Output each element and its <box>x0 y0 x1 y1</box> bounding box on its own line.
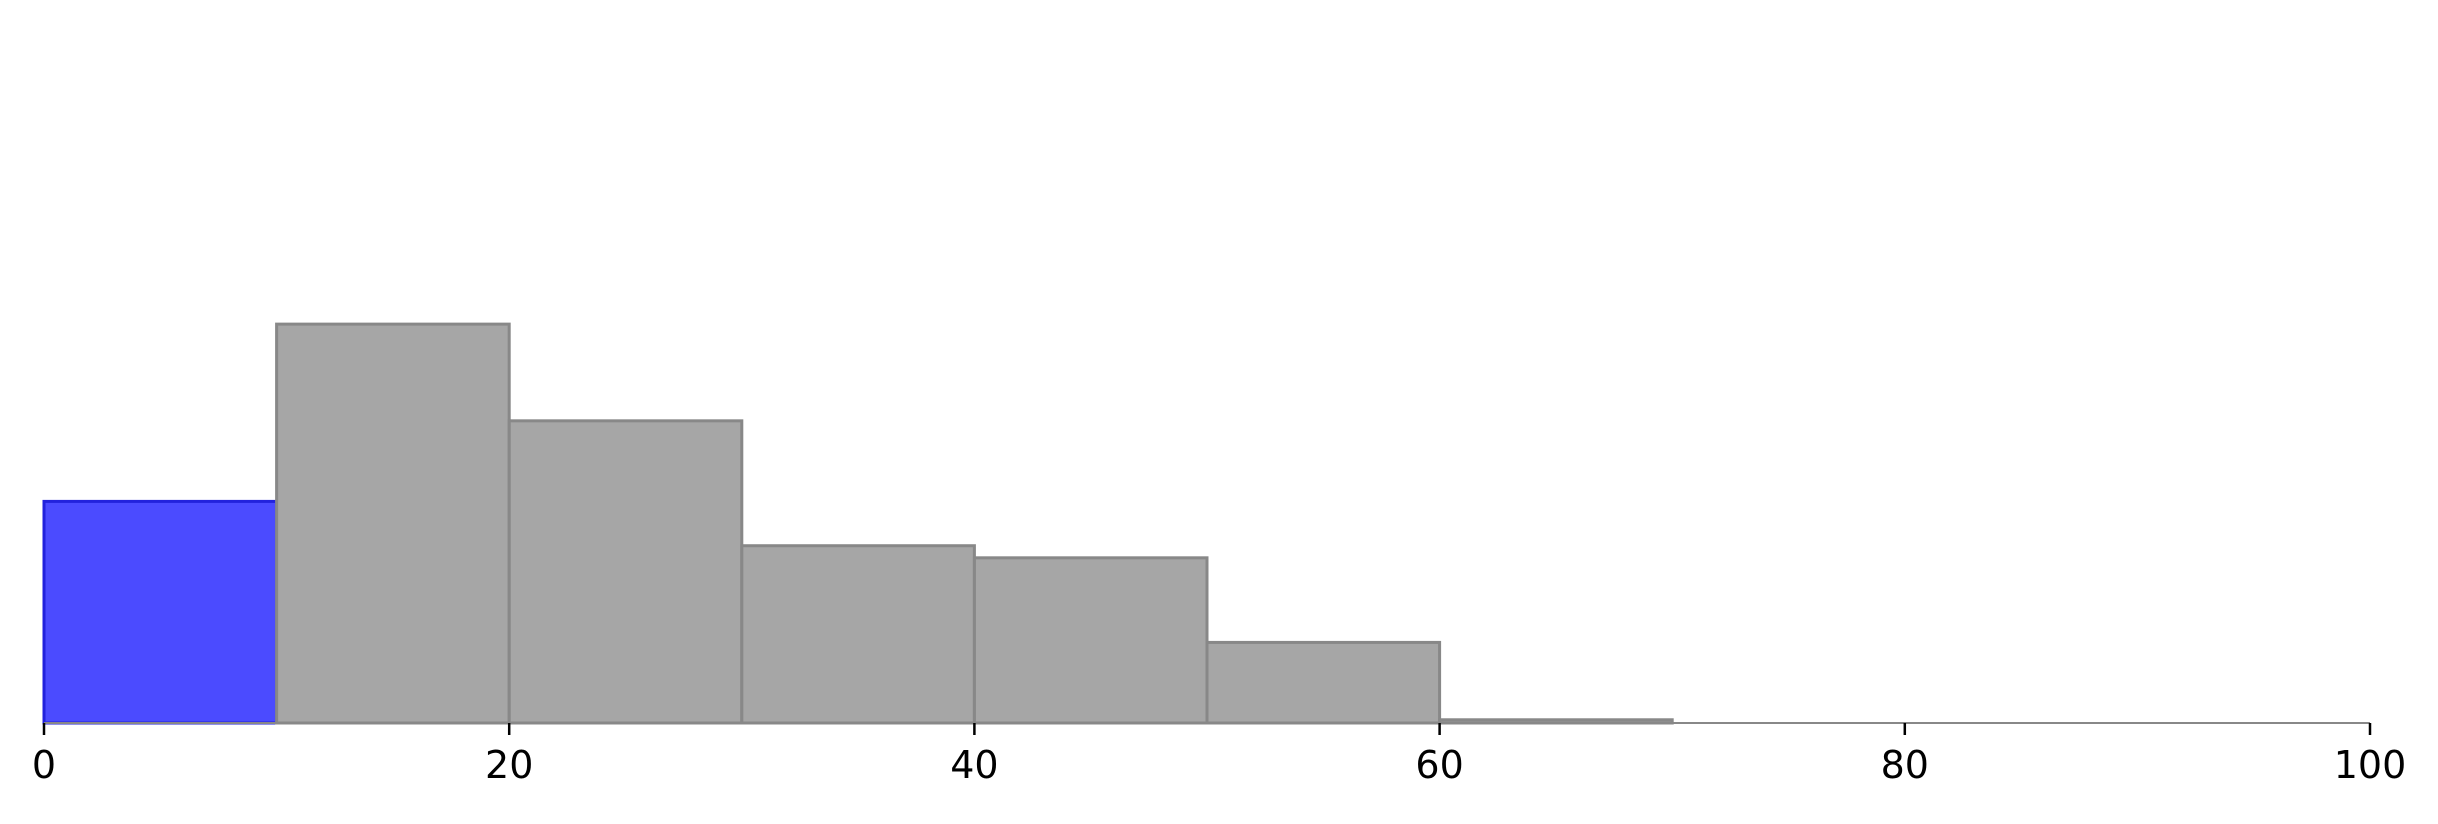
histogram-bar <box>740 544 976 725</box>
x-tick-label: 40 <box>950 743 998 787</box>
histogram-bar <box>507 419 744 725</box>
histogram-bar <box>972 556 1209 725</box>
x-axis-ticks: 0 20 40 60 80 100 <box>32 723 2406 787</box>
histogram-bar <box>275 322 511 725</box>
x-tick-label: 100 <box>2334 743 2407 787</box>
histogram-bar <box>1205 640 1442 725</box>
x-tick-label: 20 <box>485 743 533 787</box>
x-tick-label: 80 <box>1881 743 1929 787</box>
histogram-bar-highlighted <box>42 499 279 725</box>
x-tick-label: 60 <box>1415 743 1463 787</box>
x-axis: 0 20 40 60 80 100 <box>32 722 2406 787</box>
bars-group <box>42 322 1674 725</box>
x-tick-label: 0 <box>32 743 56 787</box>
